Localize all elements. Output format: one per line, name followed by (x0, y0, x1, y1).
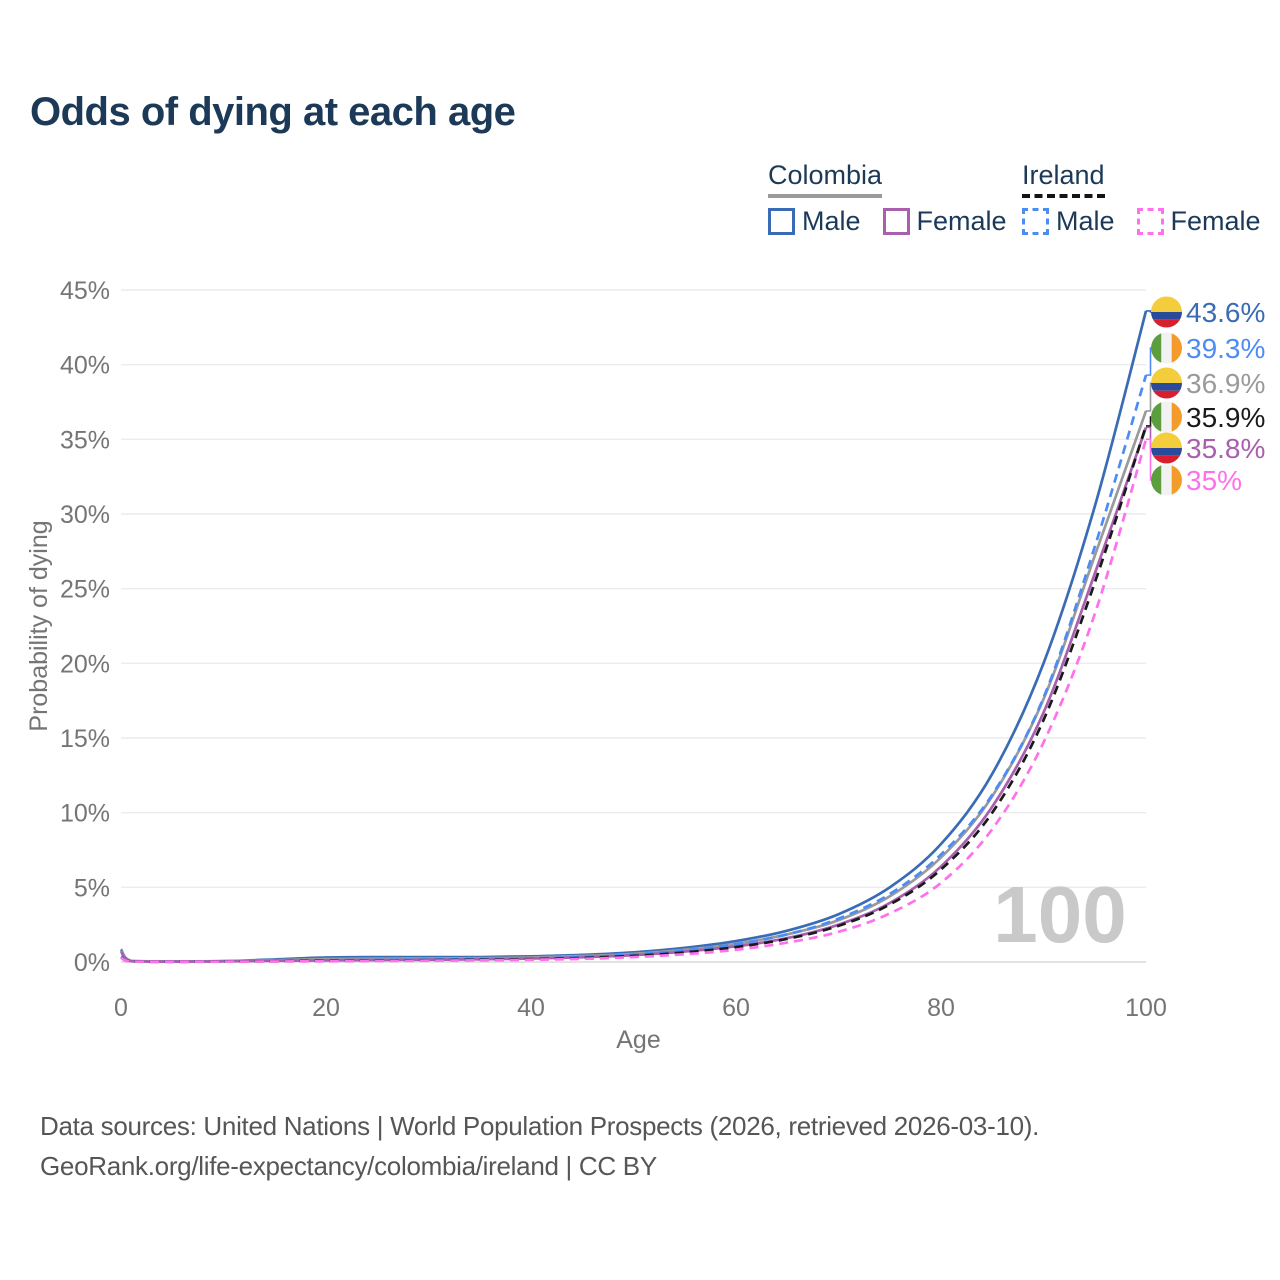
x-axis-tick-label: 60 (722, 994, 750, 1022)
y-axis-tick-label: 25% (60, 576, 110, 604)
ireland-flag-icon (1151, 464, 1182, 496)
legend-item-ireland-male[interactable]: Male (1022, 206, 1115, 237)
series-line-ireland-female[interactable] (120, 438, 1148, 964)
page-title: Odds of dying at each age (30, 90, 516, 134)
footer-attribution-line: GeoRank.org/life-expectancy/colombia/ire… (40, 1151, 657, 1182)
ireland-flag-icon (1151, 401, 1182, 433)
end-value-label-colombia-total: 36.9% (1186, 368, 1265, 399)
series-line-colombia-total[interactable] (119, 410, 1148, 963)
legend-group-ireland: Ireland Male Female (1022, 160, 1280, 237)
legend-item-ireland-female[interactable]: Female (1136, 206, 1261, 237)
series-line-ireland-total[interactable] (120, 425, 1148, 964)
y-axis-tick-label: 5% (74, 874, 110, 902)
colombia-flag-icon (1151, 367, 1182, 399)
legend-item-colombia-male[interactable]: Male (768, 206, 861, 237)
legend-item-colombia-female[interactable]: Female (882, 206, 1007, 237)
series-line-ireland-male[interactable] (120, 374, 1148, 964)
end-value-label-ireland-total: 35.9% (1186, 402, 1265, 433)
footer-sources-line: Data sources: United Nations | World Pop… (40, 1111, 1040, 1141)
legend-item-label: Female (1170, 206, 1261, 236)
legend-item-label: Male (1056, 206, 1115, 236)
x-axis-tick-label: 40 (517, 994, 545, 1022)
age-watermark: 100 (993, 870, 1126, 959)
x-axis-tick-label: 100 (1125, 994, 1167, 1022)
end-value-label-ireland-female: 35% (1186, 465, 1242, 496)
legend-country-label: Ireland (1022, 160, 1105, 198)
legend-group-colombia: Colombia Male Female (768, 160, 1029, 237)
series-line-colombia-female[interactable] (119, 426, 1148, 963)
x-axis-title: Age (616, 1026, 660, 1054)
data-sources-footer: Data sources: United Nations | World Pop… (40, 1106, 1039, 1187)
y-axis-title: Probability of dying (25, 520, 53, 731)
y-axis-tick-label: 0% (74, 949, 110, 977)
end-value-label-ireland-male: 39.3% (1186, 333, 1265, 364)
x-axis-tick-label: 80 (927, 994, 955, 1022)
colombia-flag-icon (1151, 432, 1182, 464)
y-axis-tick-label: 35% (60, 426, 110, 454)
legend-item-label: Female (916, 206, 1007, 236)
series-line-colombia-male[interactable] (119, 310, 1148, 963)
end-value-label-colombia-female: 35.8% (1186, 433, 1265, 464)
ireland-flag-icon (1151, 332, 1182, 364)
y-axis-tick-label: 40% (60, 352, 110, 380)
y-axis-tick-label: 30% (60, 501, 110, 529)
legend-swatch-icon (768, 208, 795, 235)
y-axis-tick-label: 45% (60, 277, 110, 305)
y-axis-tick-label: 20% (60, 650, 110, 678)
legend-item-label: Male (802, 206, 861, 236)
legend-swatch-icon (882, 208, 910, 235)
y-axis-tick-label: 10% (60, 800, 110, 828)
x-axis-tick-label: 20 (312, 994, 340, 1022)
legend-swatch-icon (1022, 208, 1049, 235)
y-axis-tick-label: 15% (60, 725, 110, 753)
colombia-flag-icon (1151, 296, 1182, 328)
legend-country-label: Colombia (768, 160, 883, 198)
end-value-label-colombia-male: 43.6% (1186, 297, 1265, 328)
legend-swatch-icon (1136, 208, 1164, 235)
x-axis-tick-label: 0 (114, 994, 128, 1022)
